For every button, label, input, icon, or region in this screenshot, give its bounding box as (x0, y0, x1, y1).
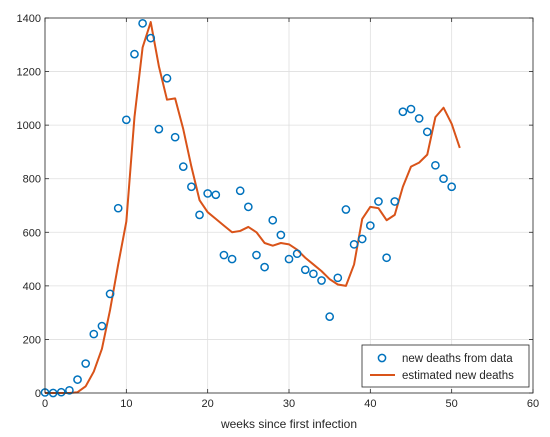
y-tick-label: 800 (23, 174, 41, 186)
x-tick-label: 20 (202, 398, 214, 410)
data-point (284, 254, 294, 264)
data-point (187, 182, 196, 192)
data-point (65, 385, 74, 395)
data-point (333, 273, 343, 283)
legend-box (361, 344, 530, 388)
data-point (382, 253, 391, 263)
data-point (130, 49, 139, 59)
data-point (138, 19, 147, 28)
x-tick-label: 10 (120, 398, 132, 410)
y-tick-label: 200 (23, 334, 41, 346)
data-point (56, 387, 66, 397)
data-point (73, 375, 82, 384)
data-point (170, 132, 180, 142)
data-point (398, 107, 408, 117)
legend: new deaths from data estimated new death… (361, 344, 530, 388)
x-tick-label: 50 (446, 398, 458, 410)
data-point (431, 160, 440, 170)
y-tick-label: 400 (23, 281, 41, 293)
data-point (276, 230, 286, 240)
legend-label-estimate: estimated new deaths (402, 370, 514, 382)
data-point (113, 203, 123, 213)
y-tick-label: 600 (23, 227, 41, 239)
data-point (235, 186, 245, 196)
data-point (260, 262, 269, 272)
data-point (89, 329, 99, 339)
x-tick-label: 60 (527, 398, 539, 410)
y-tick-label: 1000 (17, 120, 41, 132)
data-point (325, 312, 335, 322)
data-point (105, 289, 115, 299)
data-point (365, 221, 375, 230)
data-point (154, 124, 164, 134)
data-point (317, 276, 326, 285)
data-point (195, 210, 204, 220)
data-point (349, 239, 359, 249)
data-point (162, 73, 172, 83)
data-point (357, 234, 367, 244)
data-point (252, 250, 261, 260)
data-point (447, 182, 457, 192)
data-point (81, 359, 91, 368)
data-point (121, 115, 131, 125)
estimated-deaths-line (45, 21, 461, 394)
data-point (374, 197, 383, 206)
data-point (243, 202, 253, 212)
y-tick-label: 1200 (17, 67, 41, 79)
y-tick-label: 1400 (17, 13, 41, 25)
x-tick-label: 0 (42, 398, 48, 410)
data-point (97, 321, 107, 331)
legend-label-data: new deaths from data (402, 353, 513, 365)
data-point (341, 205, 351, 214)
data-point (146, 33, 156, 43)
data-point (227, 254, 237, 264)
data-point (203, 189, 213, 198)
y-tick-label: 0 (35, 388, 41, 400)
data-point (268, 215, 278, 225)
data-point (309, 269, 318, 279)
data-point (300, 265, 310, 275)
data-point (211, 190, 221, 200)
data-point (422, 127, 432, 137)
data-markers-layer (40, 19, 457, 398)
legend-marker-icon (377, 353, 387, 363)
data-point (406, 104, 416, 114)
data-point (219, 250, 229, 260)
x-tick-label: 30 (283, 398, 295, 410)
data-point (390, 197, 400, 206)
data-point (439, 174, 448, 184)
data-point (292, 249, 302, 259)
x-tick-label: 40 (364, 398, 376, 410)
data-point (178, 162, 188, 172)
data-point (414, 114, 424, 123)
x-axis-label: weeks since first infection (220, 417, 357, 431)
estimated-line-layer (45, 21, 461, 394)
